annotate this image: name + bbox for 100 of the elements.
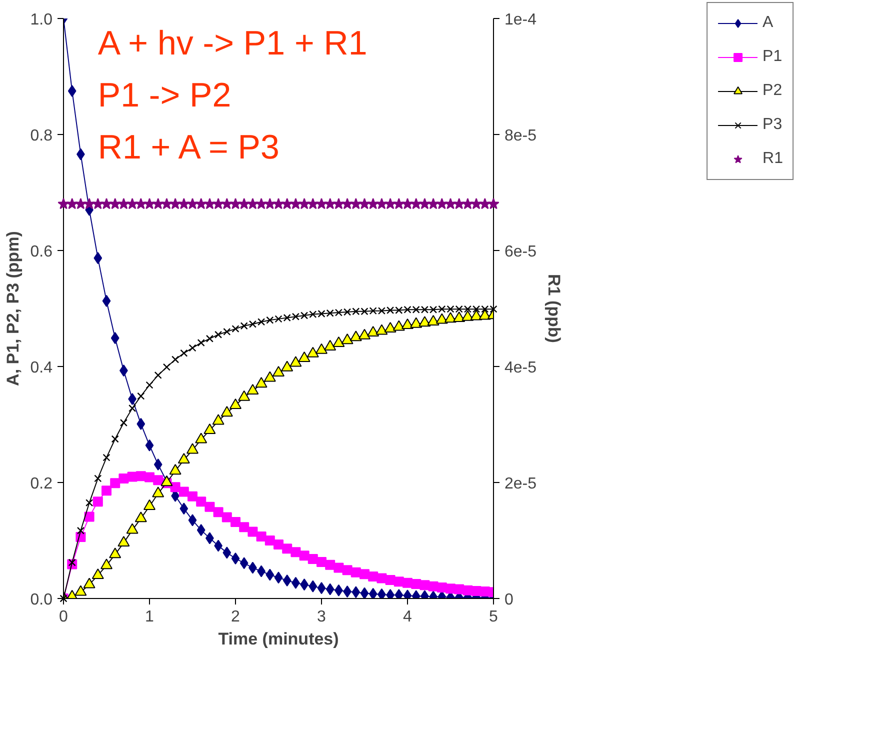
y-tick-label: 0.4: [30, 360, 53, 376]
annotation: A + hv -> P1 + R1: [98, 24, 368, 62]
legend-label: P2: [762, 82, 783, 100]
point: [188, 514, 197, 526]
point: [290, 547, 301, 558]
point: [326, 583, 334, 596]
point: [255, 377, 268, 388]
x-tick-label: 5: [489, 608, 498, 626]
point: [212, 414, 224, 425]
point: [376, 324, 388, 335]
point: [420, 580, 430, 590]
point: [220, 406, 233, 417]
y2-tick-label: 0: [504, 592, 514, 608]
point: [436, 313, 448, 324]
point: [100, 558, 112, 570]
y-tick-label: 0.6: [30, 244, 53, 260]
y2-tick-label: 8e-5: [504, 128, 537, 144]
point: [146, 381, 154, 389]
point: [162, 363, 170, 371]
point: [214, 330, 222, 338]
x-tick-label: 3: [317, 608, 326, 626]
point: [68, 85, 76, 97]
point: [92, 496, 103, 507]
x-tick-label: 0: [59, 608, 68, 626]
point: [68, 558, 76, 566]
point: [102, 294, 111, 307]
point: [332, 336, 345, 347]
point: [281, 360, 294, 372]
point: [306, 346, 319, 358]
point: [154, 371, 162, 379]
point: [453, 312, 466, 322]
point: [272, 366, 284, 377]
x-axis-title: Time (minutes): [218, 630, 339, 648]
point: [324, 340, 336, 350]
point: [86, 499, 94, 507]
y-tick-label: 0.2: [30, 476, 53, 492]
point: [239, 522, 250, 532]
x-tick-label: 1: [145, 608, 154, 626]
x-tick-label: 4: [403, 608, 412, 626]
point: [298, 352, 310, 362]
point: [376, 573, 387, 584]
point: [274, 572, 283, 584]
point: [352, 586, 360, 598]
legend-label: R1: [762, 150, 783, 168]
point: [274, 540, 284, 550]
y-tick-label: 0.8: [30, 128, 53, 144]
point: [266, 568, 274, 581]
point: [196, 496, 206, 507]
point: [367, 326, 380, 337]
point: [186, 443, 198, 454]
point: [222, 546, 232, 559]
point: [470, 310, 482, 320]
point: [94, 252, 102, 264]
point: [368, 588, 378, 598]
point: [137, 392, 145, 400]
point: [178, 453, 190, 464]
point: [223, 328, 231, 336]
y2-tick-label: 2e-5: [504, 476, 537, 492]
point: [110, 332, 120, 344]
point: [238, 390, 250, 401]
y-tick-label: 0.0: [30, 592, 53, 608]
point: [334, 562, 344, 573]
point: [169, 464, 182, 475]
point: [222, 512, 232, 522]
point: [402, 318, 414, 329]
x-tick-label: 2: [231, 608, 240, 626]
point: [317, 582, 326, 594]
point: [195, 432, 208, 444]
point: [118, 473, 129, 484]
legend-label: A: [762, 14, 774, 32]
point: [248, 526, 258, 537]
point: [392, 320, 405, 331]
point: [358, 328, 370, 340]
point: [264, 371, 276, 382]
point: [410, 317, 422, 328]
point: [384, 322, 396, 332]
point: [60, 594, 68, 602]
point: [462, 585, 473, 596]
point: [240, 557, 248, 570]
point: [102, 454, 110, 462]
legend-label: P1: [762, 48, 783, 66]
point: [136, 418, 146, 430]
point: [282, 574, 292, 587]
point: [308, 580, 318, 592]
y2-tick-label: 4e-5: [504, 360, 537, 376]
annotation: P1 -> P2: [98, 76, 232, 114]
point: [84, 512, 94, 522]
point: [152, 486, 164, 498]
point: [126, 523, 138, 534]
point: [188, 344, 196, 352]
point: [316, 556, 326, 567]
point: [444, 312, 456, 323]
point: [341, 334, 354, 344]
point: [206, 334, 214, 342]
point: [145, 439, 154, 452]
point: [76, 526, 84, 534]
point: [197, 338, 205, 346]
point: [378, 588, 386, 598]
annotation: R1 + A = P3: [98, 128, 280, 167]
point: [204, 423, 216, 434]
